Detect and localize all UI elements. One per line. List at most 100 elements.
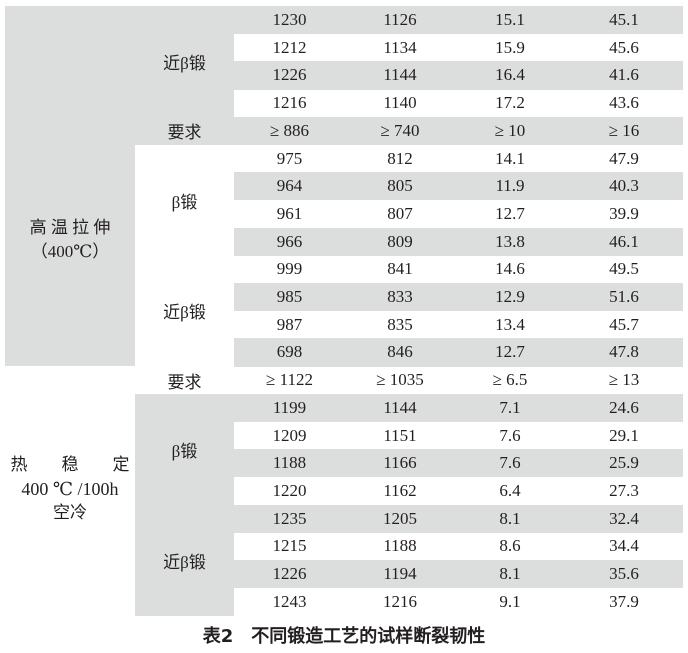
table-cell: ≥ 6.5 [492, 370, 528, 390]
table-cell: 1199 [234, 393, 345, 422]
table-cell: 14.6 [495, 259, 525, 279]
table-cell: 1230 [234, 6, 345, 35]
table-cell: ≥ 16 [565, 116, 683, 145]
section-label-line: 热 稳 定 [10, 455, 130, 474]
table-cell: 1220 [272, 480, 307, 500]
table-cell: 807 [387, 203, 413, 223]
table-cell: 29.1 [609, 425, 639, 445]
table-cell: 1126 [345, 6, 455, 35]
table-cell: 8.1 [455, 560, 565, 589]
table-cell: 13.4 [495, 314, 525, 334]
table-cell: 7.6 [499, 425, 521, 445]
row-group-label: 近β锻 [163, 303, 206, 323]
table-cell: 964 [234, 172, 345, 201]
table-cell: 34.4 [609, 536, 639, 556]
section-label-line: 空冷 [53, 503, 87, 522]
table-cell: 46.1 [565, 227, 683, 256]
section-label-line: 高 温 拉 伸 [29, 218, 111, 237]
table-cell: 1205 [345, 504, 455, 533]
table-cell: 1226 [234, 560, 345, 589]
table-cell: 1144 [345, 61, 455, 90]
table-cell: 32.4 [565, 504, 683, 533]
table-cell: 985 [234, 283, 345, 312]
table-cell: ≥ 1122 [266, 370, 313, 390]
section-label: 热 稳 定 400 ℃ /100h 空冷 [5, 453, 135, 525]
table-cell: 805 [345, 172, 455, 201]
table-cell: 1212 [272, 37, 307, 57]
table-cell: 1144 [345, 393, 455, 422]
table-cell: 1162 [383, 480, 417, 500]
section-label-cell [5, 6, 135, 367]
table-cell: 1209 [272, 425, 307, 445]
table-cell: 1216 [272, 93, 307, 113]
table-cell: 45.1 [565, 6, 683, 35]
table-cell: 25.9 [565, 449, 683, 478]
table-cell: 12.7 [495, 203, 525, 223]
table-cell: 8.1 [455, 504, 565, 533]
table-cell: 1194 [345, 560, 455, 589]
table-cell: 7.6 [455, 449, 565, 478]
table-cell: 17.2 [495, 93, 525, 113]
table-caption: 表2 不同锻造工艺的试样断裂韧性 [202, 626, 486, 647]
table-cell: 846 [345, 338, 455, 367]
table-cell: 13.8 [455, 227, 565, 256]
section-label-line: 400 ℃ /100h [21, 479, 119, 499]
row-group-label: 要求 [167, 372, 202, 392]
table-cell: ≥ 886 [234, 116, 345, 145]
section-label: 高 温 拉 伸 （400℃） [5, 216, 135, 264]
table-cell: ≥ 740 [345, 116, 455, 145]
table-cell: 12.7 [455, 338, 565, 367]
table-cell: 15.9 [495, 37, 525, 57]
table-cell: 40.3 [565, 172, 683, 201]
row-group-label: 近β锻 [135, 504, 234, 616]
table-cell: 35.6 [565, 560, 683, 589]
row-group-label: β锻 [171, 192, 198, 212]
table-cell: 809 [345, 227, 455, 256]
table-cell: 966 [234, 227, 345, 256]
table-cell: 961 [276, 203, 303, 223]
table-cell: 833 [345, 283, 455, 312]
table-cell: 7.1 [455, 393, 565, 422]
table-cell: 24.6 [565, 393, 683, 422]
table-cell: 1235 [234, 504, 345, 533]
table-cell: ≥ 10 [455, 116, 565, 145]
table-cell: 8.6 [499, 536, 521, 556]
table-cell: 12.9 [455, 283, 565, 312]
table-cell: 1134 [383, 37, 417, 57]
table-cell: 1166 [345, 449, 455, 478]
section-label-line: （400℃） [30, 242, 110, 261]
table-cell: 1140 [383, 93, 417, 113]
table-cell: 1216 [383, 591, 417, 611]
table-cell: 1188 [383, 536, 417, 556]
table-cell: 27.3 [609, 480, 639, 500]
table-cell: 45.6 [609, 37, 639, 57]
table-cell: 9.1 [499, 591, 521, 611]
table-cell: 49.5 [609, 259, 639, 279]
row-group-label: 要求 [135, 116, 234, 145]
table-cell: 45.7 [609, 314, 639, 334]
table-cell: 14.1 [495, 148, 525, 168]
table-cell: 987 [276, 314, 303, 334]
table-cell: 47.9 [609, 148, 639, 168]
table-cell: 1226 [234, 61, 345, 90]
table-cell: ≥ 1035 [376, 370, 424, 390]
table-cell: 39.9 [609, 203, 639, 223]
table-cell: 1243 [272, 591, 307, 611]
table-cell: 999 [276, 259, 303, 279]
table-cell: 16.4 [455, 61, 565, 90]
table-cell: 43.6 [609, 93, 639, 113]
table-cell: 41.6 [565, 61, 683, 90]
table-cell: 11.9 [455, 172, 565, 201]
table-cell: 51.6 [565, 283, 683, 312]
table-cell: 6.4 [499, 480, 521, 500]
table-cell: 1188 [234, 449, 345, 478]
table-cell: 975 [276, 148, 303, 168]
table-cell: 47.8 [565, 338, 683, 367]
table-cell: 37.9 [609, 591, 639, 611]
table-cell: 15.1 [455, 6, 565, 35]
row-group-label: 近β锻 [135, 6, 234, 118]
table-cell: 1215 [272, 536, 307, 556]
table-cell: ≥ 13 [608, 370, 640, 390]
table-cell: 812 [387, 148, 413, 168]
table-cell: 1151 [383, 425, 417, 445]
